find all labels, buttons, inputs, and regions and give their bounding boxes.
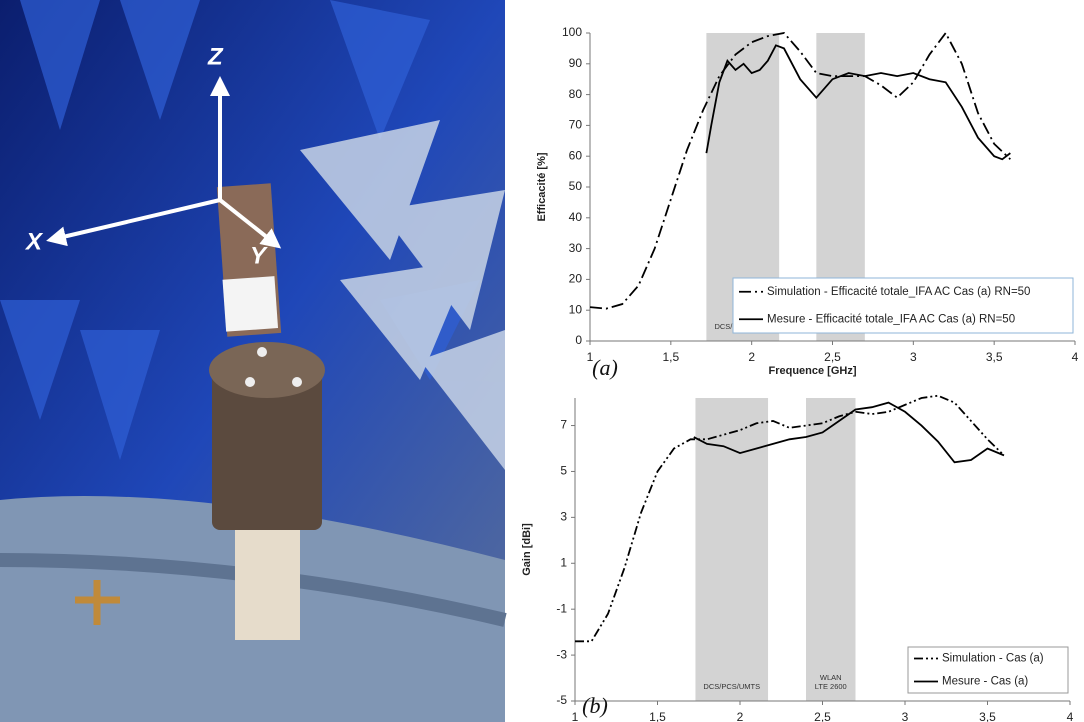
x-tick-label: 4 <box>1072 350 1079 364</box>
y-tick-label: 70 <box>569 118 583 132</box>
x-tick-label: 3,5 <box>986 350 1003 364</box>
panel-label: (a) <box>592 355 618 380</box>
band <box>806 398 856 701</box>
legend-box <box>907 646 1069 694</box>
series-line <box>693 401 1005 464</box>
series-line <box>589 31 1011 310</box>
y-tick-label: 60 <box>569 148 583 162</box>
y-tick-label: 1 <box>560 555 567 569</box>
x-tick-label: 2,5 <box>824 350 841 364</box>
x-tick-label: 3 <box>910 350 917 364</box>
x-tick-label: 1,5 <box>662 350 679 364</box>
x-tick-label: 4 <box>1067 710 1074 722</box>
x-tick-label: 2 <box>737 710 744 722</box>
band-label: DCS/PCS/UMTS <box>703 682 760 691</box>
x-tick-label: 3 <box>902 710 909 722</box>
legend-label: Mesure - Efficacité totale_IFA AC Cas (a… <box>767 313 1015 325</box>
y-tick-label: 50 <box>569 179 583 193</box>
x-tick-label: 1,5 <box>649 710 666 722</box>
series-line <box>705 44 1011 161</box>
y-tick-label: 90 <box>569 56 583 70</box>
axis-z-label: Z <box>207 43 224 70</box>
photo: Z X Y <box>0 0 507 722</box>
y-tick-label: 5 <box>560 464 567 478</box>
y-tick-label: 80 <box>569 87 583 101</box>
y-axis-title: Efficacité [%] <box>536 152 548 221</box>
y-axis-title: Gain [dBi] <box>521 523 533 576</box>
legend-label: Simulation - Cas (a) <box>942 653 1044 665</box>
y-tick-label: 10 <box>569 302 583 316</box>
y-tick-label: 20 <box>569 272 583 286</box>
band-label: LTE 2600 <box>815 682 847 691</box>
y-tick-label: 7 <box>560 418 567 432</box>
series-line <box>575 394 1005 643</box>
y-tick-label: 30 <box>569 241 583 255</box>
x-tick-label: 1 <box>572 710 579 722</box>
panel-label: (b) <box>582 693 608 718</box>
axis-x-label: X <box>24 228 44 255</box>
y-tick-label: 3 <box>560 510 567 524</box>
x-axis-title: Frequence [GHz] <box>768 365 856 377</box>
x-tick-label: 3,5 <box>979 710 996 722</box>
y-tick-label: 40 <box>569 210 583 224</box>
x-tick-label: 2 <box>748 350 755 364</box>
band-label: WLAN <box>820 673 842 682</box>
legend-box <box>732 277 1074 334</box>
y-tick-label: -1 <box>556 601 567 615</box>
y-tick-label: -5 <box>556 693 567 707</box>
y-tick-label: -3 <box>556 647 567 661</box>
y-tick-label: 0 <box>575 333 582 347</box>
y-tick-label: 100 <box>562 25 582 39</box>
legend-label: Mesure - Cas (a) <box>942 676 1028 688</box>
x-tick-label: 2,5 <box>814 710 831 722</box>
legend-label: Simulation - Efficacité totale_IFA AC Ca… <box>767 286 1030 298</box>
axis-y-label: Y <box>250 242 268 269</box>
x-tick-label: 1 <box>587 350 594 364</box>
